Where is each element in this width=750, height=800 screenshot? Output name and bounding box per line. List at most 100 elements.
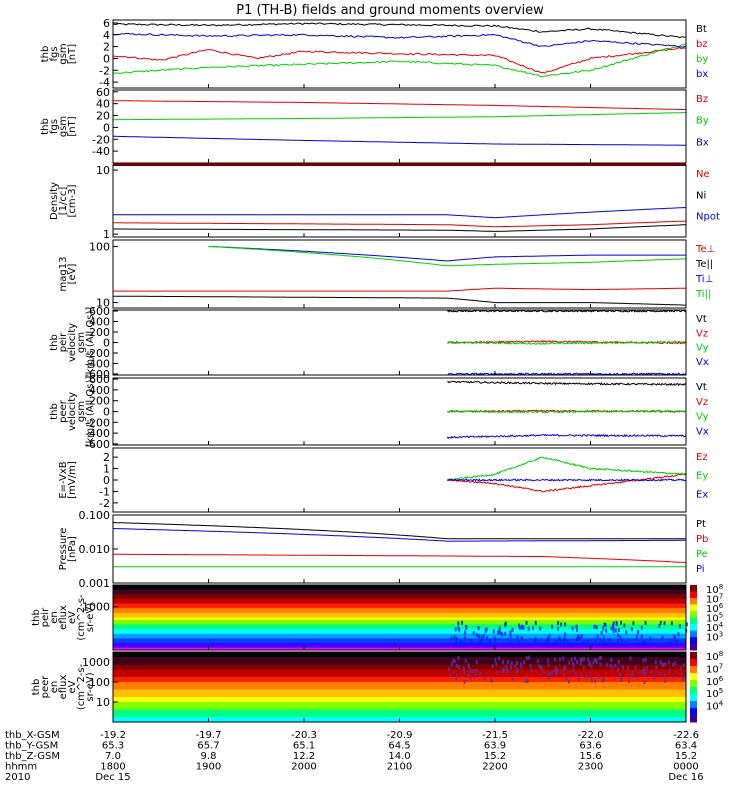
spectrogram-noise (644, 620, 647, 625)
y-tick-label: 2 (103, 451, 110, 464)
spectrogram-noise (477, 641, 480, 646)
legend-Ti||: Ti|| (695, 289, 711, 300)
spectrogram-noise (674, 639, 677, 644)
spectrogram-noise (526, 678, 529, 683)
spectrogram-noise (527, 626, 530, 631)
spectrogram-noise (539, 664, 542, 669)
spectrogram-noise (514, 664, 517, 669)
spectrogram-noise (453, 659, 456, 664)
y-axis-label-line: (cm^2-s- (76, 663, 87, 710)
spectrogram-noise (666, 641, 669, 646)
spectrogram-row (113, 659, 686, 663)
y-tick-label: -40 (92, 145, 110, 158)
spectrogram-noise (582, 665, 585, 670)
time-row-value: 7.0 (105, 751, 121, 762)
y-axis-label-line: [km/s (All Qs)] (85, 307, 96, 379)
spectrogram-row (113, 612, 686, 616)
legend-bx: bx (696, 69, 708, 80)
legend-Pi: Pi (696, 564, 705, 575)
spectrogram-noise (557, 626, 560, 631)
spectrogram-noise (579, 661, 582, 666)
spectrogram-noise (602, 626, 605, 631)
colorbar-segment (690, 643, 697, 651)
y-axis-label-line: fgs (49, 119, 60, 134)
y-axis-label-line: eflux (58, 605, 69, 630)
spectrogram-noise (612, 625, 615, 630)
spectrogram-noise (602, 636, 605, 641)
spectrogram-noise (621, 665, 624, 670)
spectrogram-noise (516, 667, 519, 672)
spectrogram-noise (669, 668, 672, 673)
y-tick-label: -600 (85, 368, 110, 381)
series-Ti|| (208, 245, 686, 267)
spectrogram-noise (661, 635, 664, 640)
y-axis-label-line: velocity (67, 392, 78, 431)
panel-stack: Btbzbybx6420-2-4thbfgsgsm[nT]BzByBx60402… (31, 17, 724, 723)
spectrogram-noise (576, 627, 579, 632)
spectrogram-row (113, 643, 686, 646)
panel-frame (112, 164, 687, 238)
legend-Ex: Ex (696, 489, 708, 500)
spectrogram-noise (521, 625, 524, 630)
spectrogram-noise (457, 642, 460, 647)
spectrogram-noise (557, 621, 560, 626)
time-row-value: 63.6 (579, 741, 601, 752)
legend-Ti⊥: Ti⊥ (695, 274, 713, 285)
spectrogram-row (113, 689, 686, 693)
spectrogram-noise (572, 667, 575, 672)
spectrogram-noise (449, 672, 452, 677)
spectrogram-noise (608, 638, 611, 643)
spectrogram-noise (479, 640, 482, 645)
spectrogram-noise (653, 675, 656, 680)
spectrogram-noise (595, 659, 598, 664)
spectrogram-noise (625, 640, 628, 645)
legend-Pe: Pe (696, 549, 708, 560)
spectrogram-noise (680, 673, 683, 678)
legend-Vt: Vt (696, 314, 707, 325)
y-axis-label-line: Pressure (58, 528, 69, 571)
panel-efield: Ez Ey Ex 210-1-2 E=-VxB[mV/m] (58, 447, 708, 513)
spectrogram-noise (637, 641, 640, 646)
time-row-value: 2100 (387, 762, 412, 773)
y-tick-label: 0 (103, 52, 110, 65)
spectrogram-noise (616, 641, 619, 646)
y-axis-label-line: eflux (58, 675, 69, 700)
spectrogram-noise (560, 641, 563, 646)
spectrogram-row (113, 707, 686, 710)
spectrogram-noise (598, 656, 601, 661)
spectrogram-noise (674, 661, 677, 666)
time-row-value: 15.2 (675, 751, 697, 762)
spectrogram-noise (541, 666, 544, 671)
spectrogram-noise (605, 641, 608, 646)
spectrogram-noise (497, 630, 500, 635)
spectrogram-noise (570, 657, 573, 662)
spectrogram-noise (586, 657, 589, 662)
spectrogram-noise (645, 666, 648, 671)
spectrogram-noise (459, 640, 462, 645)
spectrogram-noise (467, 663, 470, 668)
legend-Vz: Vz (696, 397, 708, 408)
spectrogram-noise (572, 663, 575, 668)
spectrogram-row (113, 662, 686, 665)
spectrogram-noise (614, 663, 617, 668)
y-tick-label: 0 (103, 474, 110, 487)
spectrogram-noise (520, 636, 523, 641)
spectrogram-noise (472, 631, 475, 636)
colorbar-segment (690, 652, 697, 660)
spectrogram-noise (594, 679, 597, 684)
time-row-value: 15.6 (579, 751, 601, 762)
y-tick-label: 600 (89, 373, 110, 386)
spectrogram-noise (463, 679, 466, 684)
spectrogram-row (113, 624, 686, 628)
spectrogram-noise (567, 679, 570, 684)
colorbar-tick-label: 104 (706, 700, 724, 713)
y-axis-label-line: thb (49, 403, 60, 420)
spectrogram-noise (668, 660, 671, 665)
y-tick-label: 400 (89, 384, 110, 397)
spectrogram-noise (465, 625, 468, 630)
spectrogram-noise (602, 676, 605, 681)
y-axis-label-line: [nPa] (67, 536, 78, 562)
spectrogram-noise (620, 677, 623, 682)
